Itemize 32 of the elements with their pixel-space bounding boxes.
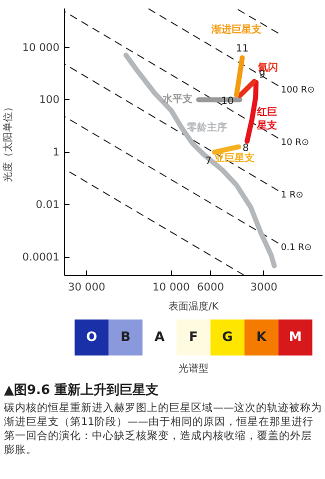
text: 光谱型 — [178, 362, 208, 374]
text: 渐进巨星支 — [210, 24, 262, 36]
x-tick-label: 6000 — [196, 280, 224, 294]
y-tick-label: 0.0001 — [22, 250, 60, 264]
category-label: G — [222, 330, 233, 345]
text: 碳内核的恒星重新进入赫罗图上的巨星区域——这次的轨迹被称为渐进巨星支（第11阶段）——由于相同的原因，恒星在那里进行第一回合的演化：中心缺乏核聚变，造成内核收缩，覆盖的外层膨胀。 — [4, 400, 322, 458]
series-label: 0.1 R⊙ — [280, 242, 312, 253]
x-tick-label: 10 000 — [152, 280, 190, 294]
x-axis-title: 表面温度/K — [168, 300, 219, 312]
category-label: A — [154, 330, 165, 345]
category-label: B — [120, 330, 131, 345]
y-axis-title: 光度（太阳单位） — [2, 102, 14, 182]
series-label: 1 R⊙ — [280, 190, 304, 200]
series-label: 10 R⊙ — [280, 138, 309, 148]
annotation: 10 — [221, 96, 234, 108]
y-tick-label: 1 — [52, 146, 60, 159]
y-tick-label: 10 000 — [22, 40, 60, 54]
text: ▲图9.6 重新上升到巨星支 — [4, 382, 160, 400]
category-label: F — [189, 330, 198, 345]
x-tick-label: 30 000 — [68, 280, 106, 294]
category-label: M — [288, 330, 302, 345]
annotation: 8 — [242, 142, 249, 154]
annotation: 11 — [236, 44, 249, 55]
annotation: 7 — [205, 156, 212, 168]
category-label: O — [86, 330, 98, 345]
x-tick-label: 3000 — [250, 280, 278, 294]
category-label: K — [256, 330, 268, 345]
series-label: 红巨星支 — [256, 106, 277, 132]
y-tick-label: 0.01 — [36, 198, 60, 212]
y-tick-label: 100 — [39, 93, 60, 106]
series-label: 零龄主序 — [186, 122, 227, 134]
series-label: 100 R⊙ — [280, 85, 315, 96]
